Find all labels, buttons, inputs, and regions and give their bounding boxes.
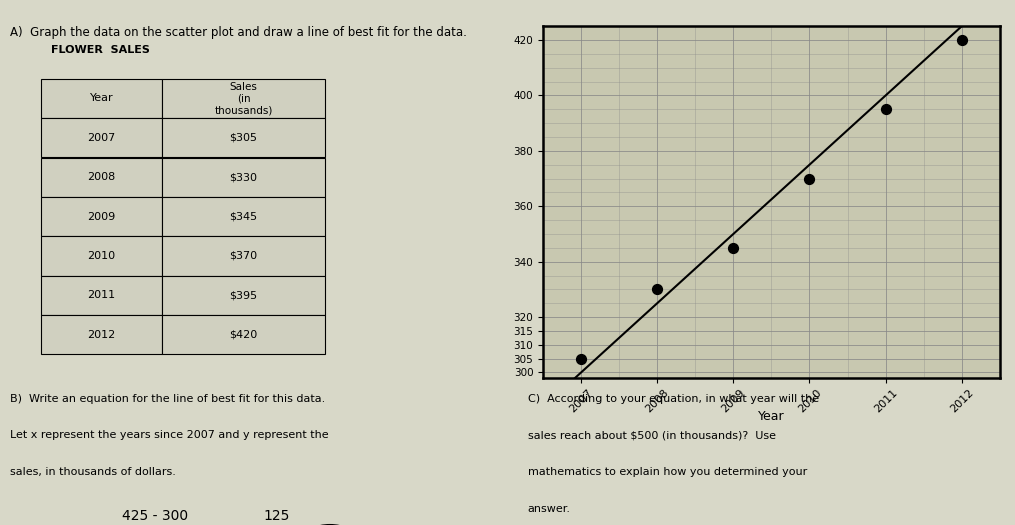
Point (725, 244, 741, 252)
Text: $305: $305 (229, 133, 258, 143)
Text: C)  According to your equation, in what year will the: C) According to your equation, in what y… (528, 394, 819, 404)
Text: Let x represent the years since 2007 and y represent the: Let x represent the years since 2007 and… (10, 430, 329, 440)
Bar (162, 118, 325, 158)
Bar (41, 118, 162, 158)
Bar (162, 197, 325, 236)
Bar (162, 315, 325, 354)
Text: $330: $330 (229, 172, 258, 182)
Text: 2011: 2011 (87, 290, 116, 300)
Bar (41, 315, 162, 354)
Bar (162, 79, 325, 118)
Bar (162, 236, 325, 276)
Bar (41, 276, 162, 315)
Text: FLOWER  SALES: FLOWER SALES (51, 45, 149, 55)
Text: A)  Graph the data on the scatter plot and draw a line of best fit for the data.: A) Graph the data on the scatter plot an… (10, 26, 467, 39)
Text: $345: $345 (229, 212, 258, 222)
Text: 2008: 2008 (87, 172, 116, 182)
Point (801, 174, 817, 183)
Point (572, 354, 589, 363)
Text: 2012: 2012 (87, 330, 116, 340)
Text: sales, in thousands of dollars.: sales, in thousands of dollars. (10, 467, 176, 477)
Text: answer.: answer. (528, 504, 570, 514)
Text: Sales
(in
thousands): Sales (in thousands) (214, 82, 273, 115)
Bar (41, 236, 162, 276)
Text: mathematics to explain how you determined your: mathematics to explain how you determine… (528, 467, 807, 477)
Text: 125: 125 (264, 509, 290, 523)
Text: $395: $395 (229, 290, 258, 300)
Bar (41, 158, 162, 197)
Bar (162, 158, 325, 197)
Text: 2010: 2010 (87, 251, 116, 261)
Text: $370: $370 (229, 251, 258, 261)
Text: B)  Write an equation for the line of best fit for this data.: B) Write an equation for the line of bes… (10, 394, 326, 404)
Text: Year: Year (89, 93, 114, 103)
Point (953, 36, 969, 44)
Point (877, 105, 893, 113)
Text: 2007: 2007 (87, 133, 116, 143)
Text: 2009: 2009 (87, 212, 116, 222)
Text: Year: Year (758, 410, 785, 423)
Bar (162, 276, 325, 315)
Point (649, 285, 665, 293)
Bar (41, 79, 162, 118)
Bar (41, 197, 162, 236)
Text: 425 - 300: 425 - 300 (122, 509, 188, 523)
Text: sales reach about $500 (in thousands)?  Use: sales reach about $500 (in thousands)? U… (528, 430, 775, 440)
Text: $420: $420 (229, 330, 258, 340)
